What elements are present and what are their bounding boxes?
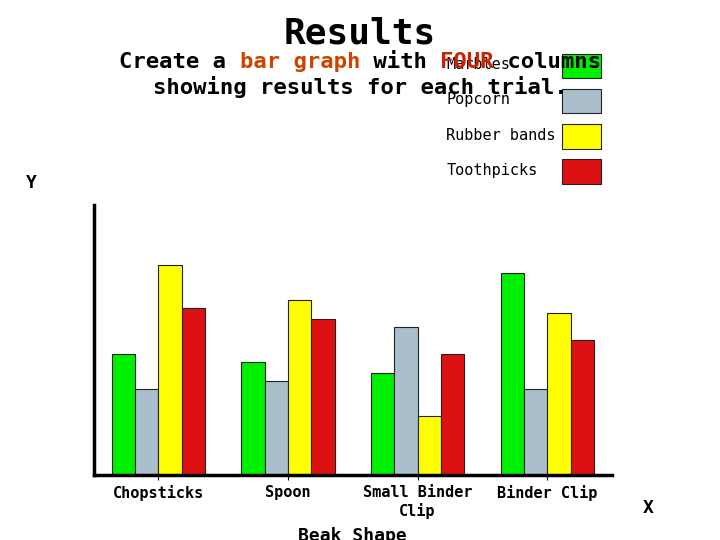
Bar	[288, 300, 311, 475]
Text: columns: columns	[494, 52, 600, 72]
Bar	[158, 265, 181, 475]
Text: bar graph: bar graph	[240, 52, 360, 72]
Text: showing results for each trial.: showing results for each trial.	[153, 77, 567, 98]
Bar	[112, 354, 135, 475]
X-axis label: Beak Shape: Beak Shape	[298, 527, 408, 540]
Bar	[418, 416, 441, 475]
Bar	[441, 354, 464, 475]
Text: FOUR: FOUR	[440, 52, 494, 72]
Text: Toothpicks: Toothpicks	[446, 163, 538, 178]
Bar	[265, 381, 288, 475]
Bar	[311, 319, 335, 475]
Bar	[371, 373, 395, 475]
Text: X: X	[643, 498, 654, 517]
Text: Y: Y	[26, 174, 37, 192]
Bar	[241, 362, 265, 475]
Text: Popcorn: Popcorn	[446, 92, 510, 107]
Text: Results: Results	[284, 16, 436, 50]
Bar	[395, 327, 418, 475]
Text: with: with	[360, 52, 440, 72]
Bar	[570, 340, 594, 475]
Text: Rubber bands: Rubber bands	[446, 127, 556, 143]
Text: Create a: Create a	[120, 52, 240, 72]
Bar	[135, 389, 158, 475]
Text: Marbles: Marbles	[446, 57, 510, 72]
Bar	[547, 313, 570, 475]
Bar	[181, 308, 205, 475]
Bar	[500, 273, 524, 475]
Bar	[524, 389, 547, 475]
